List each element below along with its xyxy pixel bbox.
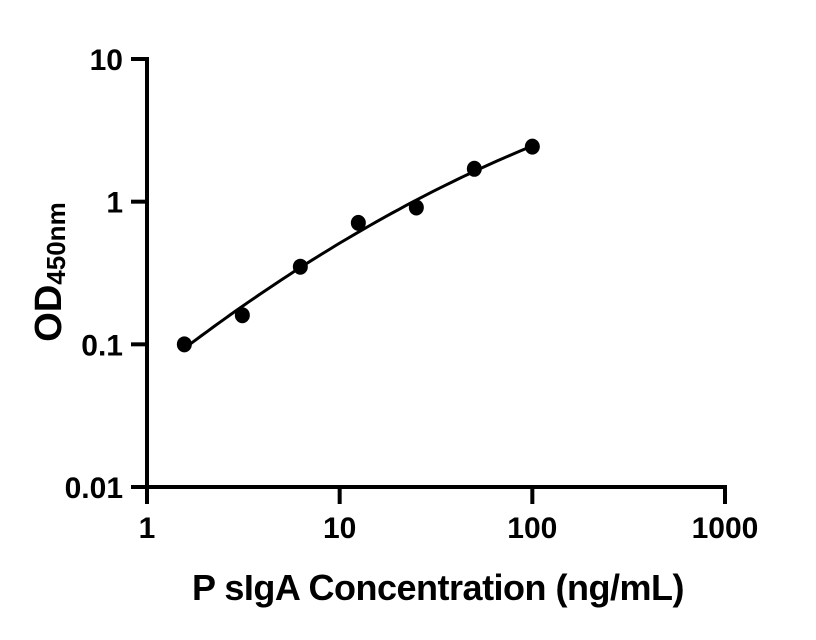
data-point-marker [466, 160, 482, 177]
x-tick-label: 10 [323, 512, 356, 545]
y-axis-title-subscript: 450nm [41, 202, 71, 285]
x-axis-title: P sIgA Concentration (ng/mL) [191, 567, 685, 608]
y-axis-line [131, 57, 149, 504]
data-point-marker [234, 307, 250, 324]
y-tick-label: 10 [90, 44, 123, 77]
data-point-marker [524, 138, 540, 155]
y-tick-label: 1 [106, 187, 123, 220]
data-point-marker [408, 199, 424, 216]
x-axis-line [131, 485, 727, 504]
data-point-marker [176, 336, 192, 353]
y-axis-title-text: OD [28, 284, 70, 342]
x-tick-label: 1 [139, 512, 156, 545]
y-axis-title: OD450nm [28, 202, 71, 342]
x-tick-label: 100 [507, 512, 557, 545]
data-point-marker [292, 258, 308, 275]
data-point-marker [350, 214, 366, 231]
y-tick-label: 0.1 [81, 329, 123, 362]
y-tick-label: 0.01 [65, 472, 123, 505]
x-tick-label: 1000 [692, 512, 759, 545]
